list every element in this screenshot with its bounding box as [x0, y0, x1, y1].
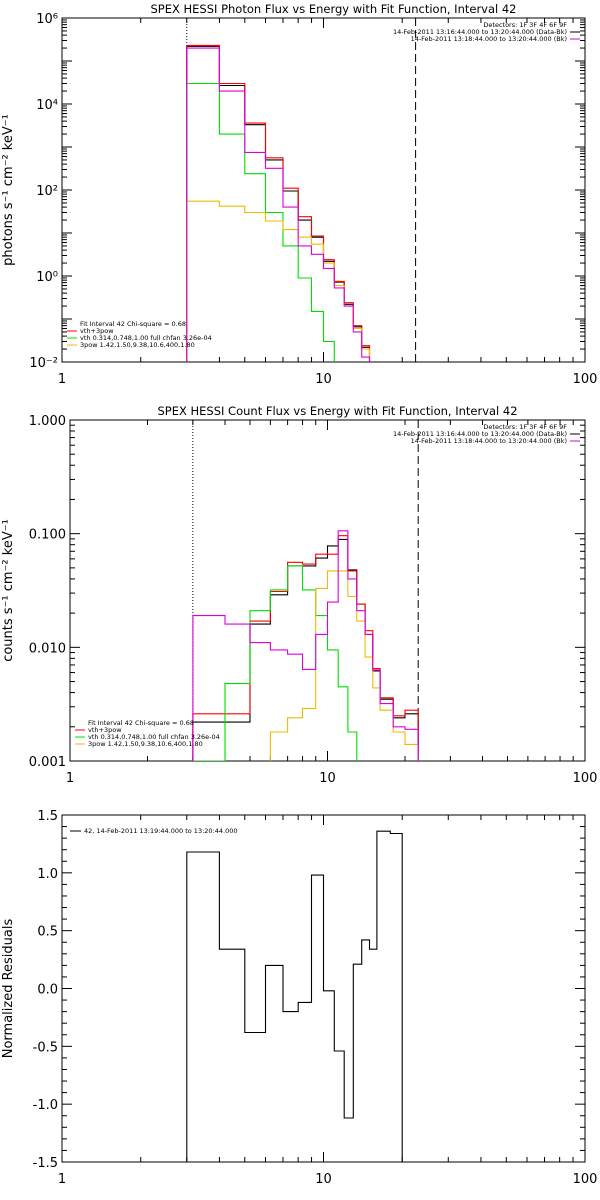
photon-top-legend-text: 14-Feb-2011 13:18:44.000 to 13:20:44.000…	[411, 35, 567, 43]
count-series-0-histogram	[192, 538, 419, 761]
photon-y-tick-label: 10⁴	[36, 98, 58, 113]
photon-x-tick-label: 10	[315, 372, 332, 387]
count-bottom-legend-text: vth+3pow	[88, 726, 122, 734]
residual-series-0-histogram	[186, 830, 403, 1162]
photon-bottom-legend-text: Fit Interval 42 Chi-square = 0.68	[80, 320, 186, 328]
count-series-1-histogram	[192, 535, 419, 761]
photon-plot-frame	[61, 17, 586, 363]
residual-y-tick-label: 1.5	[37, 809, 58, 824]
count-top-legend-text: 14-Feb-2011 13:18:44.000 to 13:20:44.000…	[411, 437, 567, 445]
count-y-tick-label: 1.000	[29, 414, 66, 429]
residual-y-tick-label: 0.0	[37, 983, 58, 998]
photon-y-tick-label: 10²	[36, 184, 58, 199]
photon-chart-title: SPEX HESSI Photon Flux vs Energy with Fi…	[150, 2, 516, 16]
count-bottom-legend-text: Fit Interval 42 Chi-square = 0.68	[88, 719, 194, 727]
photon-series-2-histogram	[186, 82, 335, 362]
residual-y-tick-label: 1.0	[37, 867, 58, 882]
residual-top-legend-text: 42, 14-Feb-2011 13:19:44.000 to 13:20:44…	[84, 827, 237, 835]
count-y-tick-label: 0.100	[29, 528, 66, 543]
count-chart-title: SPEX HESSI Count Flux vs Energy with Fit…	[157, 404, 517, 418]
photon-bottom-legend-text: vth 0.314,0.748,1.00 full chfan 3.26e-04	[80, 334, 212, 342]
count-series-4-histogram	[192, 530, 419, 761]
count-bottom-legend-text: 3pow 1.42,1.50,9.38,10.6,400,1.80	[88, 740, 203, 748]
photon-series-3-histogram	[186, 200, 371, 362]
photon-x-tick-label: 1	[58, 372, 66, 387]
residual-y-tick-label: -0.5	[33, 1040, 58, 1055]
photon-y-tick-label: 10⁶	[36, 12, 58, 27]
photon-y-axis-label: photons s⁻¹ cm⁻² keV⁻¹	[1, 114, 16, 266]
photon-x-tick-label: 100	[573, 372, 598, 387]
photon-top-legend-text: 14-Feb-2011 13:16:44.000 to 13:20:44.000…	[393, 28, 567, 36]
photon-y-tick-label: 10⁻²	[29, 356, 58, 371]
residual-y-tick-label: 0.5	[37, 925, 58, 940]
count-series-2-histogram	[192, 565, 358, 761]
residual-x-tick-label: 100	[573, 1172, 598, 1187]
count-top-legend-text: 14-Feb-2011 13:16:44.000 to 13:20:44.000…	[393, 430, 567, 438]
residual-x-tick-label: 1	[58, 1172, 66, 1187]
residual-y-tick-label: -1.0	[33, 1098, 58, 1113]
photon-series-1-histogram	[186, 44, 371, 362]
photon-series-0-histogram	[186, 45, 371, 362]
count-top-legend-text: Detectors: 1F 3F 4F 6F 9F	[483, 423, 567, 431]
photon-flux-panel: SPEX HESSI Photon Flux vs Energy with Fi…	[1, 2, 598, 387]
residual-x-tick-label: 10	[315, 1172, 332, 1187]
count-y-axis-label: counts s⁻¹ cm⁻² keV⁻¹	[1, 519, 16, 662]
photon-top-legend-text: Detectors: 1F 3F 4F 6F 9F	[483, 21, 567, 29]
count-x-tick-label: 100	[573, 771, 598, 786]
residuals-panel: 1 10 100 -1.5 -1.0 -0.5 0.0 0.5 1.0 1.5 Normalized…	[1, 809, 597, 1187]
photon-bottom-legend-text: 3pow 1.42,1.50,9.38,10.6,400,1.80	[80, 341, 195, 349]
count-x-tick-label: 10	[319, 771, 336, 786]
residual-y-axis-label: Normalized Residuals	[1, 919, 16, 1059]
photon-series-4-histogram	[186, 47, 371, 362]
photon-y-tick-label: 10⁰	[36, 270, 58, 285]
count-y-tick-label: 0.001	[29, 755, 66, 770]
count-plot-frame	[69, 419, 586, 762]
count-bottom-legend-text: vth 0.314,0.748,1.00 full chfan 3.26e-04	[88, 733, 220, 741]
residual-y-tick-label: -1.5	[33, 1156, 58, 1171]
count-y-tick-label: 0.010	[29, 641, 66, 656]
photon-bottom-legend-text: vth+3pow	[80, 327, 114, 335]
count-series-3-histogram	[269, 570, 419, 761]
count-x-tick-label: 1	[66, 771, 74, 786]
count-flux-panel: SPEX HESSI Count Flux vs Energy with Fit…	[1, 404, 597, 786]
